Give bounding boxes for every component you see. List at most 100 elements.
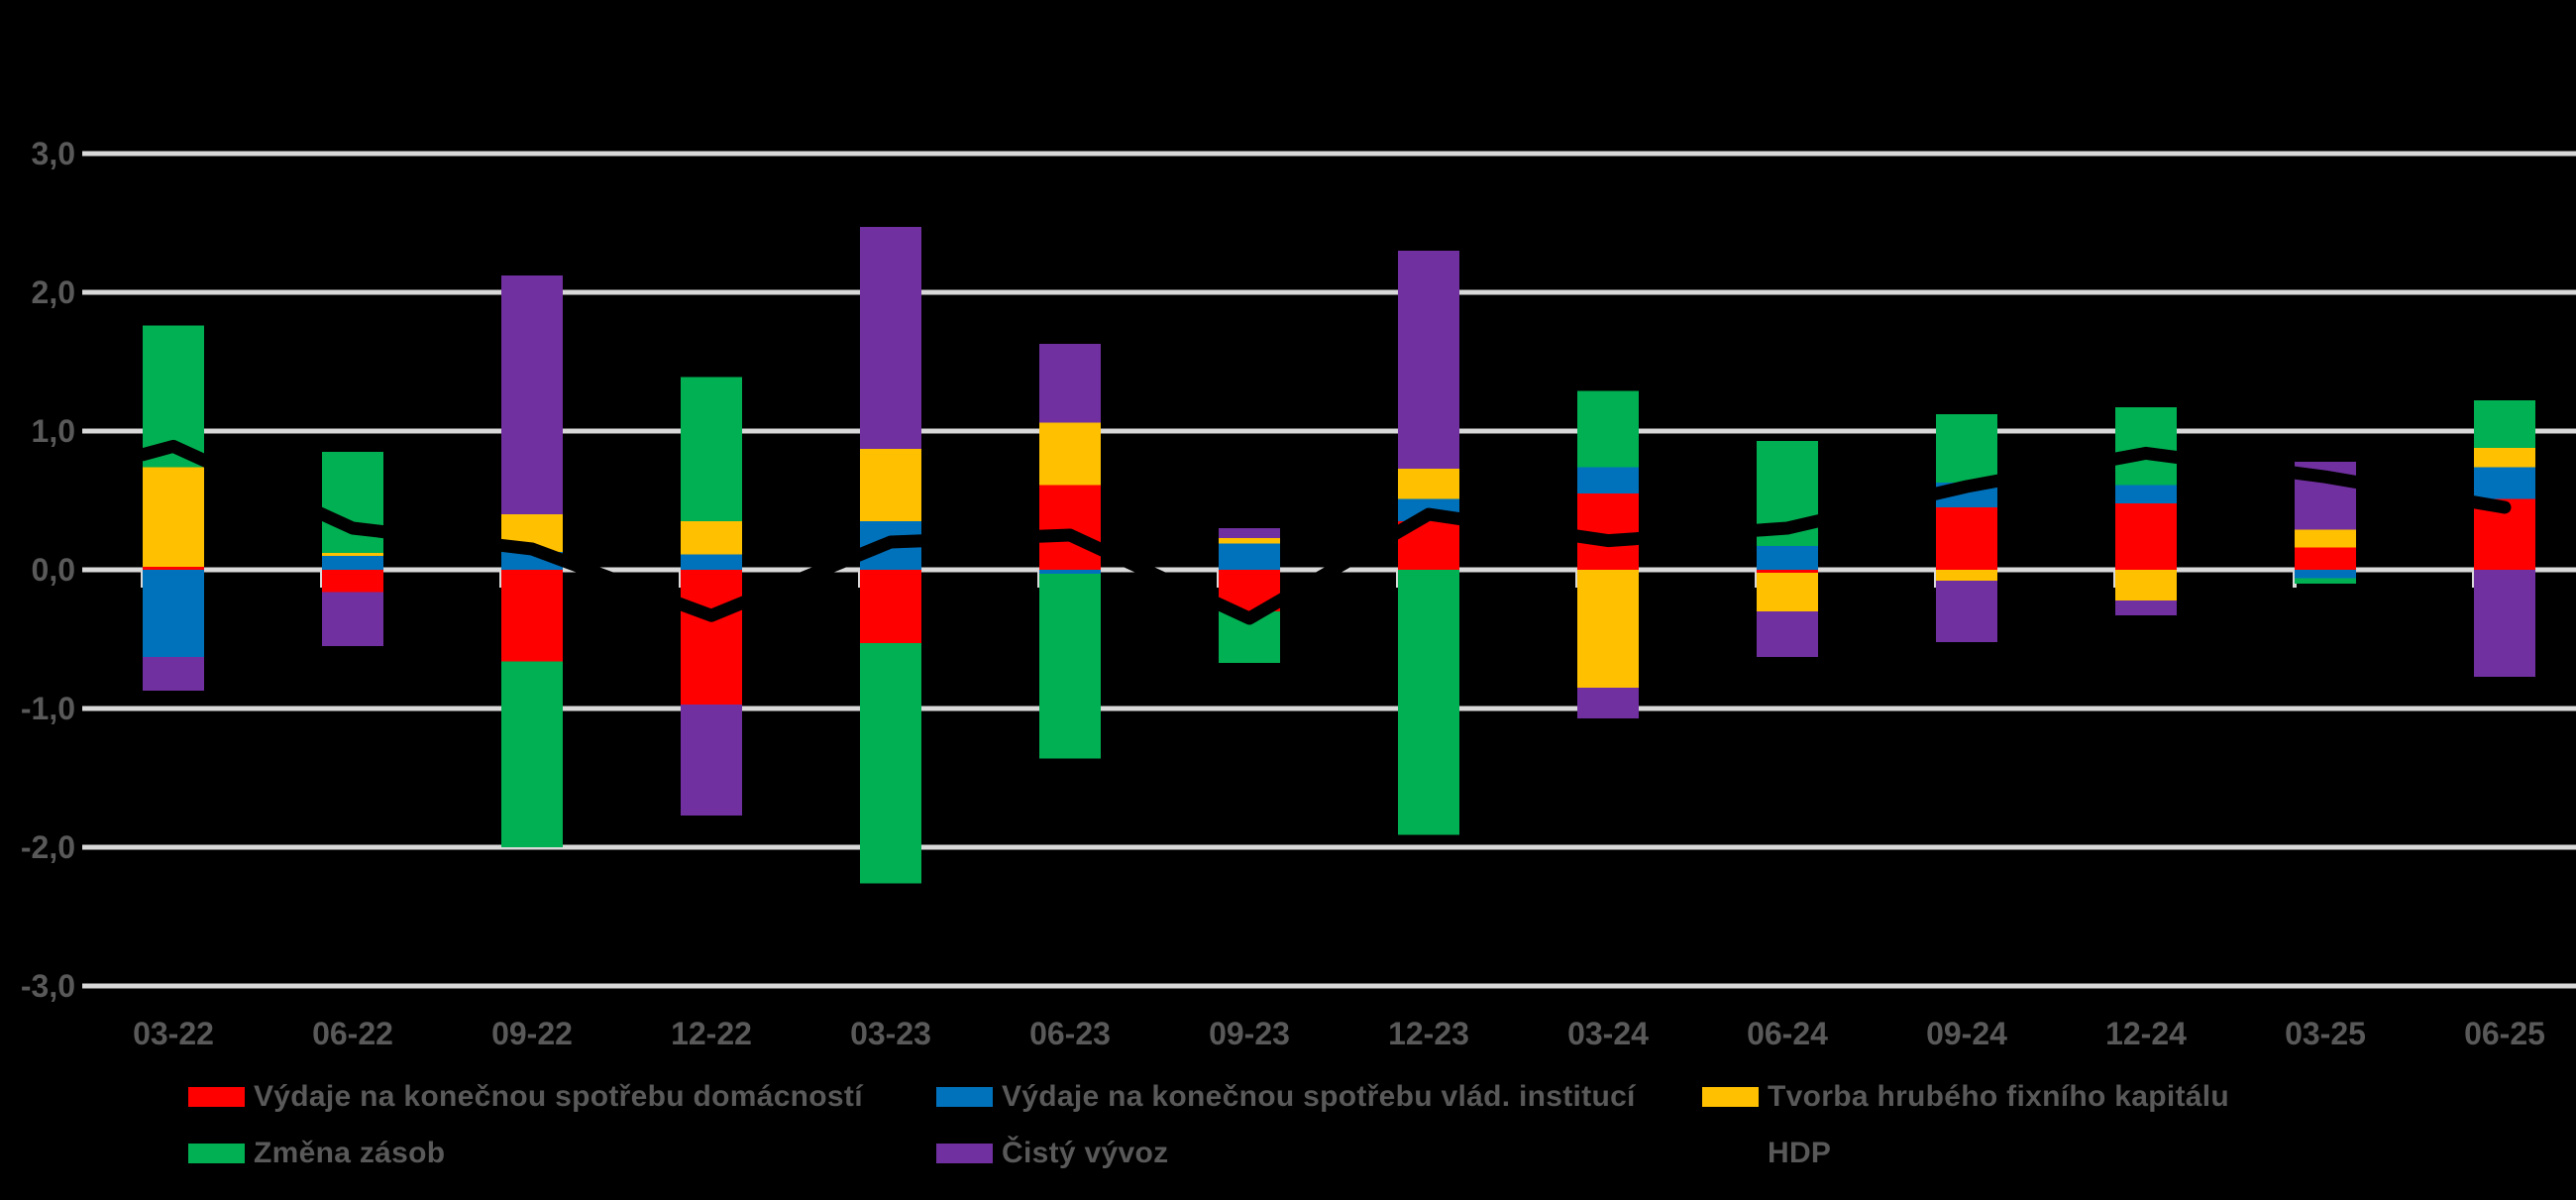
- bar-segment-09-23: [1219, 537, 1280, 544]
- government-swatch: [936, 1087, 993, 1107]
- bar-segment-03-22: [143, 657, 204, 691]
- x-label-12-23: 12-23: [1388, 1016, 1469, 1051]
- x-label-03-25: 03-25: [2285, 1016, 2366, 1051]
- bar-segment-06-25: [2474, 447, 2535, 468]
- bar-segment-06-22: [322, 556, 383, 570]
- x-label-09-23: 09-23: [1209, 1016, 1290, 1051]
- bar-segment-06-25: [2474, 570, 2535, 677]
- legend-item-hdp: HDP: [1702, 1137, 1831, 1169]
- bars: [143, 227, 2535, 884]
- bar-segment-06-25: [2474, 467, 2535, 499]
- bar-segment-03-24: [1577, 570, 1639, 688]
- legend-item-fixed-capital: Tvorba hrubého fixního kapitálu: [1702, 1080, 2229, 1113]
- x-label-06-24: 06-24: [1747, 1016, 1828, 1051]
- bar-segment-12-24: [2115, 407, 2177, 486]
- bar-segment-06-24: [1757, 572, 1818, 611]
- y-tick-label: -3,0: [21, 968, 75, 1004]
- bar-segment-03-24: [1577, 688, 1639, 718]
- bar-segment-06-23: [1039, 574, 1101, 759]
- bar-segment-12-24: [2115, 502, 2177, 570]
- bar-segment-09-23: [1219, 543, 1280, 570]
- x-axis-labels: 03-22 06-22 09-22 12-22 03-23 06-23 09-23 12-23…: [133, 1016, 2545, 1051]
- bar-segment-06-23: [1039, 343, 1101, 423]
- bar-segment-03-25: [2295, 529, 2356, 548]
- hdp-line: [136, 439, 2512, 625]
- bar-segment-03-24: [1577, 390, 1639, 468]
- x-label-03-24: 03-24: [1567, 1016, 1649, 1051]
- y-tick-label: 2,0: [32, 274, 75, 310]
- bar-segment-09-22: [501, 570, 563, 662]
- bar-segment-03-25: [2295, 578, 2356, 584]
- net-exports-swatch: [936, 1144, 993, 1163]
- y-tick-label: -2,0: [21, 829, 75, 865]
- legend-item-net-exports: Čistý vývoz: [936, 1137, 1168, 1169]
- bar-segment-09-22: [501, 275, 563, 514]
- bar-segment-12-22: [681, 704, 742, 816]
- x-label-09-22: 09-22: [491, 1016, 573, 1051]
- x-label-03-22: 03-22: [133, 1016, 214, 1051]
- y-tick-label: 3,0: [32, 136, 75, 171]
- bar-segment-03-25: [2295, 570, 2356, 579]
- x-label-06-22: 06-22: [312, 1016, 393, 1051]
- bar-segment-09-22: [501, 661, 563, 847]
- x-label-03-23: 03-23: [850, 1016, 931, 1051]
- x-label-12-22: 12-22: [671, 1016, 752, 1051]
- government-label: Výdaje na konečnou spotřebu vlád. instit…: [1002, 1080, 1636, 1113]
- y-tick-label: 0,0: [32, 552, 75, 588]
- fixed-capital-label: Tvorba hrubého fixního kapitálu: [1768, 1080, 2229, 1113]
- bar-segment-12-24: [2115, 485, 2177, 503]
- bar-segment-03-25: [2295, 547, 2356, 570]
- bar-segment-09-24: [1936, 581, 1997, 642]
- bar-segment-06-24: [1757, 611, 1818, 658]
- bar-segment-03-23: [860, 449, 921, 521]
- bar-segment-12-22: [681, 570, 742, 705]
- legend-item-government: Výdaje na konečnou spotřebu vlád. instit…: [936, 1080, 1636, 1113]
- bar-segment-09-23: [1219, 528, 1280, 538]
- households-label: Výdaje na konečnou spotřebu domácností: [254, 1080, 863, 1113]
- bar-segment-06-23: [1039, 422, 1101, 486]
- hdp-label: HDP: [1768, 1137, 1832, 1169]
- bar-segment-03-22: [143, 570, 204, 658]
- x-label-06-25: 06-25: [2464, 1016, 2545, 1051]
- bar-segment-06-22: [322, 592, 383, 646]
- bar-segment-03-23: [860, 227, 921, 450]
- bar-segment-03-22: [143, 567, 204, 570]
- bar-segment-06-23: [1039, 485, 1101, 570]
- legend-item-households: Výdaje na konečnou spotřebu domácností: [188, 1080, 863, 1113]
- bar-segment-06-24: [1757, 570, 1818, 573]
- bar-segment-06-24: [1757, 546, 1818, 570]
- bar-segment-03-22: [143, 467, 204, 568]
- bar-segment-09-24: [1936, 507, 1997, 570]
- bar-segment-06-22: [322, 553, 383, 556]
- bar-segment-12-22: [681, 521, 742, 555]
- hdp-line-swatch: [1702, 1144, 1759, 1163]
- net-exports-label: Čistý vývoz: [1002, 1137, 1169, 1169]
- bar-segment-09-24: [1936, 570, 1997, 582]
- bar-segment-12-24: [2115, 600, 2177, 616]
- bar-segment-12-22: [681, 377, 742, 521]
- x-label-09-24: 09-24: [1926, 1016, 2007, 1051]
- y-tick-label: 1,0: [32, 413, 75, 449]
- legend-item-inventories: Změna zásob: [188, 1137, 445, 1169]
- bar-segment-06-22: [322, 452, 383, 554]
- bar-segment-12-22: [681, 554, 742, 570]
- bar-segment-12-23: [1398, 251, 1459, 469]
- bar-segment-03-23: [860, 643, 921, 884]
- x-label-06-23: 06-23: [1029, 1016, 1111, 1051]
- bar-segment-03-23: [860, 570, 921, 644]
- bar-segment-06-23: [1039, 570, 1101, 575]
- gridlines: [82, 151, 2576, 989]
- y-axis-labels: 3,0 2,0 1,0 0,0 -1,0 -2,0 -3,0: [21, 136, 75, 1004]
- bar-segment-06-25: [2474, 400, 2535, 448]
- bar-segment-06-22: [322, 570, 383, 593]
- fixed-capital-swatch: [1702, 1087, 1759, 1107]
- inventories-label: Změna zásob: [254, 1137, 446, 1169]
- households-swatch: [188, 1087, 245, 1107]
- x-label-12-24: 12-24: [2105, 1016, 2187, 1051]
- bar-segment-12-23: [1398, 468, 1459, 499]
- bar-segment-09-24: [1936, 414, 1997, 483]
- bar-segment-12-23: [1398, 570, 1459, 835]
- bar-segment-03-24: [1577, 467, 1639, 493]
